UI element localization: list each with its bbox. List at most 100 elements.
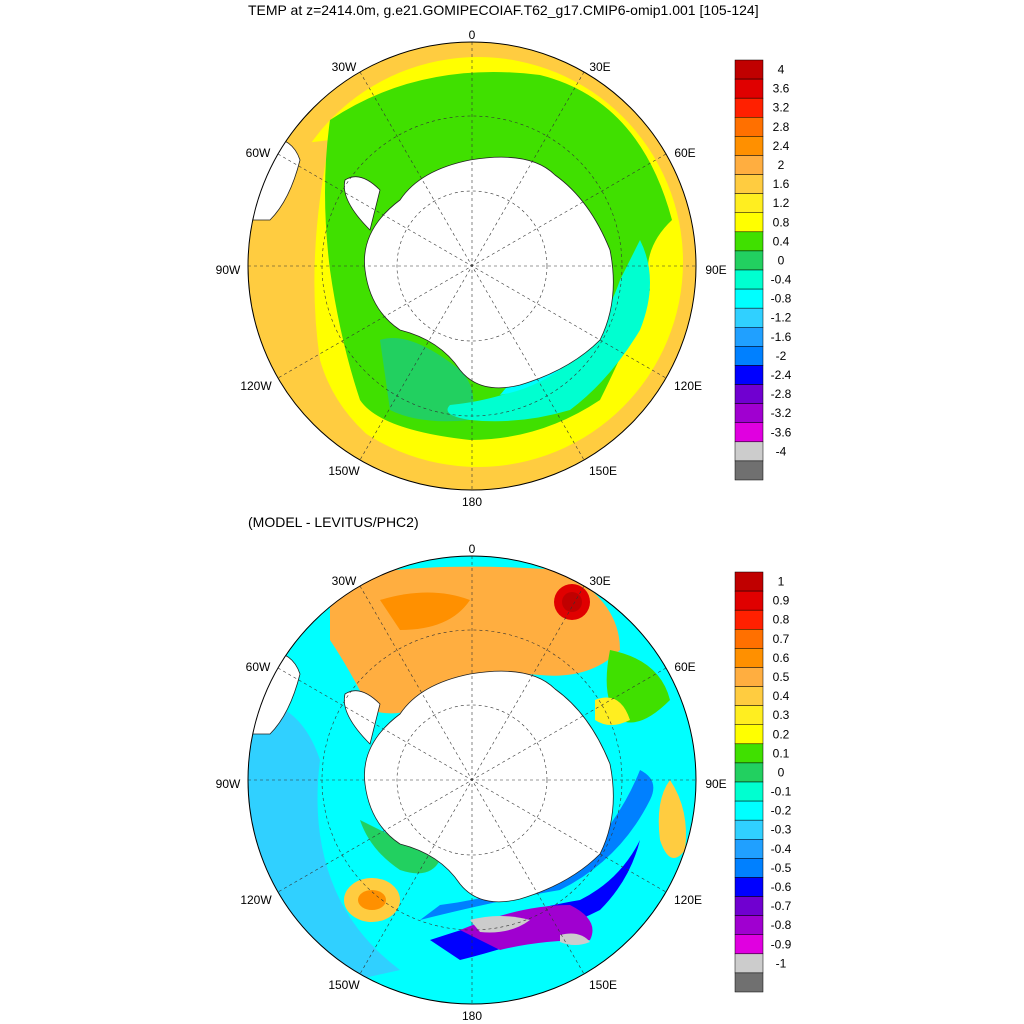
top-colorbar-swatch — [734, 327, 764, 347]
bottom-lon-label: 180 — [462, 1009, 482, 1023]
bottom-lon-label: 30E — [589, 574, 610, 588]
bottom-colorbar-swatch — [734, 648, 764, 668]
bottom-colorbar-swatch — [734, 858, 764, 878]
top-colorbar: 4 3.6 3.2 2.8 2.4 2 1.6 1.2 0.8 0.4 0 -0.4 -0.8 -1.2 -… — [734, 59, 792, 481]
bottom-lon-label: 120W — [240, 893, 272, 907]
bottom-colorbar: 1 0.9 0.8 0.7 0.6 0.5 0.4 0.3 0.2 0.1 0 -0.1 -0.2 -0.… — [734, 571, 792, 993]
top-polar-map: 0 30E 60E 90E 120E 150E 180 150W 120W 90W 60W 30W — [216, 28, 727, 509]
top-colorbar-label: -3.2 — [771, 406, 792, 420]
top-colorbar-swatch — [734, 403, 764, 423]
top-colorbar-label: 3.6 — [773, 82, 790, 96]
bottom-map-boundary — [247, 555, 697, 1005]
top-colorbar-swatch — [734, 365, 764, 385]
top-colorbar-swatch — [734, 78, 764, 99]
bottom-colorbar-label: 0.5 — [773, 670, 790, 684]
top-lon-label: 0 — [469, 28, 476, 42]
bottom-colorbar-label: -0.5 — [771, 861, 792, 875]
top-colorbar-label: -1.6 — [771, 330, 792, 344]
top-colorbar-swatch — [734, 346, 764, 366]
bottom-colorbar-swatch — [734, 743, 764, 764]
top-colorbar-swatch — [734, 97, 764, 118]
bottom-colorbar-swatch — [734, 953, 764, 974]
top-colorbar-label: -3.6 — [771, 425, 792, 439]
top-lon-label: 60W — [246, 146, 271, 160]
top-lon-label: 120W — [240, 379, 272, 393]
top-colorbar-label: 0.4 — [773, 234, 790, 248]
top-colorbar-label: 0 — [778, 253, 785, 267]
bottom-colorbar-label: -0.8 — [771, 918, 792, 932]
bottom-lon-label: 0 — [469, 542, 476, 556]
top-lon-label: 120E — [674, 379, 702, 393]
bottom-polar-map: 0 30E 60E 90E 120E 150E 180 150W 120W 90W 60W 30W — [216, 542, 727, 1023]
bottom-colorbar-label: 0.9 — [773, 594, 790, 608]
bottom-colorbar-label: 0.8 — [773, 613, 790, 627]
bottom-lon-label: 90E — [705, 777, 726, 791]
top-colorbar-swatch — [734, 231, 764, 252]
bottom-colorbar-swatch — [734, 915, 764, 935]
bottom-lon-label: 150W — [328, 978, 360, 992]
bottom-lon-label: 30W — [332, 574, 357, 588]
bottom-map-title: (MODEL - LEVITUS/PHC2) — [248, 514, 419, 530]
bottom-colorbar-swatch — [734, 590, 764, 611]
bottom-colorbar-swatch — [734, 934, 764, 955]
bottom-colorbar-label: 1 — [778, 575, 785, 589]
bottom-colorbar-label: 0.3 — [773, 708, 790, 722]
top-colorbar-swatch — [734, 117, 764, 137]
bottom-colorbar-swatch — [734, 762, 764, 783]
bottom-colorbar-swatch — [734, 781, 764, 802]
top-colorbar-label: 1.2 — [773, 196, 790, 210]
bottom-colorbar-label: 0.6 — [773, 651, 790, 665]
top-colorbar-label: -0.4 — [771, 273, 792, 287]
bottom-colorbar-label: -0.9 — [771, 937, 792, 951]
top-colorbar-swatch — [734, 384, 764, 404]
top-colorbar-label: 4 — [778, 63, 785, 77]
top-colorbar-label: -2.8 — [771, 387, 792, 401]
bottom-colorbar-swatch — [734, 724, 764, 745]
top-colorbar-label: -0.8 — [771, 292, 792, 306]
top-colorbar-swatch — [734, 288, 764, 309]
top-colorbar-label: 3.2 — [773, 101, 790, 115]
top-colorbar-label: 2.8 — [773, 120, 790, 134]
bottom-colorbar-label: -0.2 — [771, 804, 792, 818]
top-colorbar-label: -2 — [776, 349, 787, 363]
bottom-colorbar-swatch — [734, 972, 764, 993]
top-colorbar-label: 1.6 — [773, 177, 790, 191]
bottom-colorbar-label: -0.4 — [771, 842, 792, 856]
top-colorbar-label: -2.4 — [771, 368, 792, 382]
top-colorbar-label: -4 — [776, 444, 787, 458]
bottom-colorbar-swatch — [734, 877, 764, 897]
bottom-colorbar-swatch — [734, 819, 764, 840]
top-lon-label: 150E — [589, 464, 617, 478]
bottom-map-field — [248, 556, 696, 1004]
top-colorbar-swatch — [734, 422, 764, 443]
top-colorbar-swatch — [734, 193, 764, 213]
bottom-lon-label: 150E — [589, 978, 617, 992]
top-map-field — [248, 42, 696, 490]
top-lon-label: 30E — [589, 60, 610, 74]
bottom-colorbar-label: -0.3 — [771, 823, 792, 837]
top-lon-label: 60E — [674, 146, 695, 160]
bottom-colorbar-label: 0.1 — [773, 746, 790, 760]
top-lon-label: 180 — [462, 495, 482, 509]
top-colorbar-swatch — [734, 269, 764, 290]
top-colorbar-swatch — [734, 250, 764, 271]
bottom-colorbar-swatch — [734, 571, 764, 592]
top-colorbar-label: 0.8 — [773, 215, 790, 229]
top-colorbar-swatch — [734, 136, 764, 156]
bottom-colorbar-swatch — [734, 686, 764, 706]
bottom-colorbar-label: -0.1 — [771, 785, 792, 799]
bottom-colorbar-label: 0.7 — [773, 632, 790, 646]
top-colorbar-label: 2 — [778, 158, 785, 172]
top-map-boundary — [247, 41, 697, 491]
bottom-colorbar-label: -1 — [776, 956, 787, 970]
top-colorbar-swatch — [734, 212, 764, 233]
bottom-colorbar-swatch — [734, 839, 764, 859]
top-colorbar-label: 2.4 — [773, 139, 790, 153]
top-lon-label: 90W — [216, 263, 241, 277]
top-colorbar-swatch — [734, 460, 764, 481]
bottom-colorbar-label: -0.7 — [771, 899, 792, 913]
top-colorbar-swatch — [734, 307, 764, 328]
bottom-colorbar-swatch — [734, 705, 764, 725]
bottom-colorbar-swatch — [734, 800, 764, 821]
